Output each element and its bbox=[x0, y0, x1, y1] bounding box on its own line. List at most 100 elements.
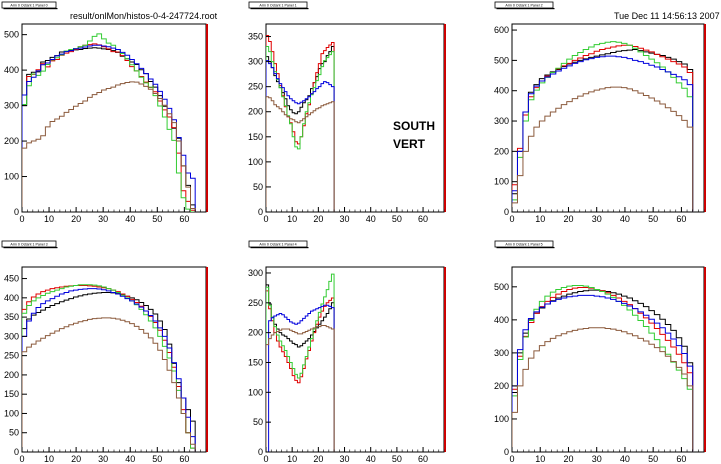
histogram-series-brown bbox=[266, 96, 335, 212]
panel-title: Arm 0 Octant 1 Panel 4 bbox=[259, 243, 296, 247]
y-tick-label: 50 bbox=[253, 417, 263, 427]
x-tick-label: 20 bbox=[71, 214, 81, 224]
y-tick-label: 300 bbox=[248, 57, 263, 67]
histogram-series-blue bbox=[266, 60, 335, 212]
x-tick-label: 10 bbox=[535, 454, 545, 464]
x-tick-label: 40 bbox=[125, 454, 135, 464]
x-tick-label: 60 bbox=[418, 454, 428, 464]
page-header: result/onlMon/histos-0-4-247724.root Tue… bbox=[0, 0, 721, 24]
y-tick-label: 450 bbox=[4, 274, 19, 284]
x-tick-label: 10 bbox=[44, 214, 54, 224]
y-tick-label: 300 bbox=[4, 101, 19, 111]
panel-title-box: Arm 0 Octant 1 Panel 4 bbox=[248, 240, 309, 249]
histogram-series-green bbox=[512, 41, 694, 212]
histogram-series-blue bbox=[266, 304, 335, 452]
panel-title: Arm 0 Octant 1 Panel 0 bbox=[10, 4, 47, 8]
x-tick-label: 0 bbox=[263, 214, 268, 224]
title-box-shadow bbox=[250, 8, 309, 10]
panel-title-box: Arm 0 Octant 1 Panel 2 bbox=[494, 1, 555, 10]
y-tick-label: 0 bbox=[258, 207, 263, 217]
y-tick-label: 500 bbox=[4, 30, 19, 40]
plot-frame bbox=[511, 266, 705, 453]
x-tick-label: 40 bbox=[125, 214, 135, 224]
y-tick-label: 100 bbox=[494, 177, 509, 187]
histogram-series-green bbox=[266, 273, 335, 452]
y-tick-label: 400 bbox=[4, 65, 19, 75]
panel-title: Arm 0 Octant 1 Panel 3 bbox=[10, 243, 47, 247]
title-box-shadow bbox=[250, 247, 309, 249]
y-tick-label: 500 bbox=[494, 282, 509, 292]
y-tick-label: 200 bbox=[4, 370, 19, 380]
plot-frame bbox=[21, 23, 207, 213]
plot-area bbox=[266, 273, 335, 452]
y-tick-label: 300 bbox=[248, 268, 263, 278]
y-tick-label: 500 bbox=[494, 55, 509, 65]
x-tick-label: 50 bbox=[648, 214, 658, 224]
x-tick-label: 20 bbox=[313, 214, 323, 224]
x-tick-label: 60 bbox=[418, 214, 428, 224]
histogram-panel-0: Arm 0 Octant 1 Panel 0 0 10 20 30 40 50 60 0 100 2… bbox=[1, 1, 208, 224]
panel-title-box: Arm 0 Octant 1 Panel 5 bbox=[494, 240, 555, 249]
x-tick-label: 30 bbox=[98, 214, 108, 224]
y-tick-label: 350 bbox=[248, 32, 263, 42]
x-tick-label: 20 bbox=[313, 454, 323, 464]
y-tick-label: 300 bbox=[494, 348, 509, 358]
title-box-shadow bbox=[496, 8, 555, 10]
x-tick-label: 20 bbox=[563, 214, 573, 224]
x-tick-label: 30 bbox=[340, 214, 350, 224]
y-tick-label: 100 bbox=[4, 408, 19, 418]
histogram-series-blue bbox=[22, 288, 196, 452]
x-tick-label: 60 bbox=[676, 214, 686, 224]
y-tick-label: 150 bbox=[4, 389, 19, 399]
histogram-series-brown bbox=[266, 324, 335, 452]
histogram-series-brown bbox=[22, 81, 196, 212]
plot-area bbox=[22, 284, 196, 452]
y-tick-label: 50 bbox=[9, 428, 19, 438]
y-tick-label: 200 bbox=[494, 146, 509, 156]
x-tick-label: 30 bbox=[592, 214, 602, 224]
x-tick-label: 30 bbox=[340, 454, 350, 464]
y-tick-label: 300 bbox=[494, 116, 509, 126]
plot-frame-shadow bbox=[444, 267, 446, 452]
histogram-series-black bbox=[512, 48, 694, 212]
histogram-series-brown bbox=[512, 86, 694, 212]
x-tick-label: 0 bbox=[509, 454, 514, 464]
histogram-panel-2: Arm 0 Octant 1 Panel 20 10 20 30 40 50 6001002… bbox=[494, 1, 706, 224]
x-tick-label: 60 bbox=[179, 454, 189, 464]
panel-title-box: Arm 0 Octant 1 Panel 1 bbox=[248, 1, 309, 10]
x-tick-label: 40 bbox=[366, 214, 376, 224]
y-tick-label: 200 bbox=[248, 328, 263, 338]
x-tick-label: 40 bbox=[620, 454, 630, 464]
plot-frame-shadow bbox=[206, 267, 208, 452]
panel-title: Arm 0 Octant 1 Panel 2 bbox=[505, 4, 542, 8]
x-tick-label: 10 bbox=[535, 214, 545, 224]
x-tick-label: 50 bbox=[152, 214, 162, 224]
histogram-panel-1: Arm 0 Octant 1 Panel 1 0 10 20 30 40 50 60 0 50 10… bbox=[248, 1, 446, 224]
vert-label: VERT bbox=[393, 137, 426, 151]
y-tick-label: 200 bbox=[4, 136, 19, 146]
x-tick-label: 10 bbox=[287, 454, 297, 464]
file-path: result/onlMon/histos-0-4-247724.root bbox=[70, 11, 218, 21]
y-tick-label: 250 bbox=[248, 298, 263, 308]
histogram-panel-4: Arm 0 Octant 1 Panel 4 0 10 20 30 40 50 60 0 50 10… bbox=[248, 240, 446, 464]
y-tick-label: 0 bbox=[258, 447, 263, 457]
plot-frame bbox=[511, 23, 705, 213]
x-tick-label: 30 bbox=[592, 454, 602, 464]
x-tick-label: 50 bbox=[392, 214, 402, 224]
y-tick-label: 100 bbox=[248, 387, 263, 397]
y-tick-label: 100 bbox=[4, 172, 19, 182]
plot-frame bbox=[265, 266, 445, 453]
x-tick-label: 10 bbox=[44, 454, 54, 464]
y-tick-label: 600 bbox=[494, 25, 509, 35]
y-tick-label: 0 bbox=[504, 447, 509, 457]
y-tick-label: 0 bbox=[14, 447, 19, 457]
panel-title: Arm 0 Octant 1 Panel 1 bbox=[259, 4, 296, 8]
histogram-series-blue bbox=[512, 55, 694, 212]
x-tick-label: 0 bbox=[19, 454, 24, 464]
y-tick-label: 400 bbox=[4, 293, 19, 303]
x-tick-label: 40 bbox=[366, 454, 376, 464]
y-tick-label: 150 bbox=[248, 132, 263, 142]
histogram-series-green bbox=[22, 284, 196, 452]
plot-area bbox=[22, 33, 196, 212]
x-tick-label: 50 bbox=[392, 454, 402, 464]
